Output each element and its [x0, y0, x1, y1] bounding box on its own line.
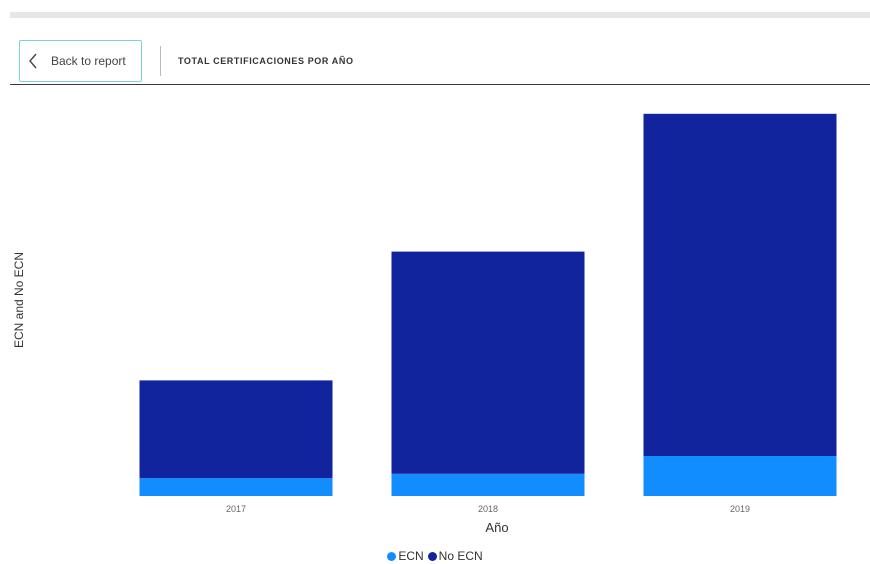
legend-label: No ECN — [438, 549, 483, 563]
bar-2017-no-ecn[interactable] — [139, 380, 333, 479]
report-header: Back to report TOTAL CERTIFICACIONES POR… — [10, 38, 870, 85]
x-tick-labels: 2017 2018 2019 — [226, 504, 750, 514]
bar-2019-ecn[interactable] — [643, 456, 837, 496]
bars-layer — [139, 113, 837, 496]
header-divider — [160, 46, 161, 76]
bar-2018-ecn[interactable] — [391, 473, 585, 496]
bar-2017-ecn[interactable] — [139, 478, 333, 496]
legend-swatch — [387, 551, 397, 561]
x-tick-label: 2018 — [478, 504, 498, 514]
x-tick-label: 2017 — [226, 504, 246, 514]
legend-item[interactable]: ECN — [387, 549, 424, 563]
legend-item[interactable]: No ECN — [427, 549, 483, 563]
y-axis-title: ECN and No ECN — [12, 252, 26, 348]
back-button-label: Back to report — [51, 54, 126, 68]
legend-label: ECN — [398, 549, 424, 563]
x-axis-title: Año — [485, 520, 508, 535]
report-title: TOTAL CERTIFICACIONES POR AÑO — [178, 56, 354, 66]
top-strip — [10, 12, 870, 18]
chevron-left-icon — [20, 41, 46, 81]
chart-legend: ECN No ECN — [0, 548, 870, 564]
bar-2019-no-ecn[interactable] — [643, 113, 837, 457]
bar-2018-no-ecn[interactable] — [391, 251, 585, 474]
x-tick-label: 2019 — [730, 504, 750, 514]
back-to-report-button[interactable]: Back to report — [19, 40, 142, 82]
legend-swatch — [427, 551, 437, 561]
